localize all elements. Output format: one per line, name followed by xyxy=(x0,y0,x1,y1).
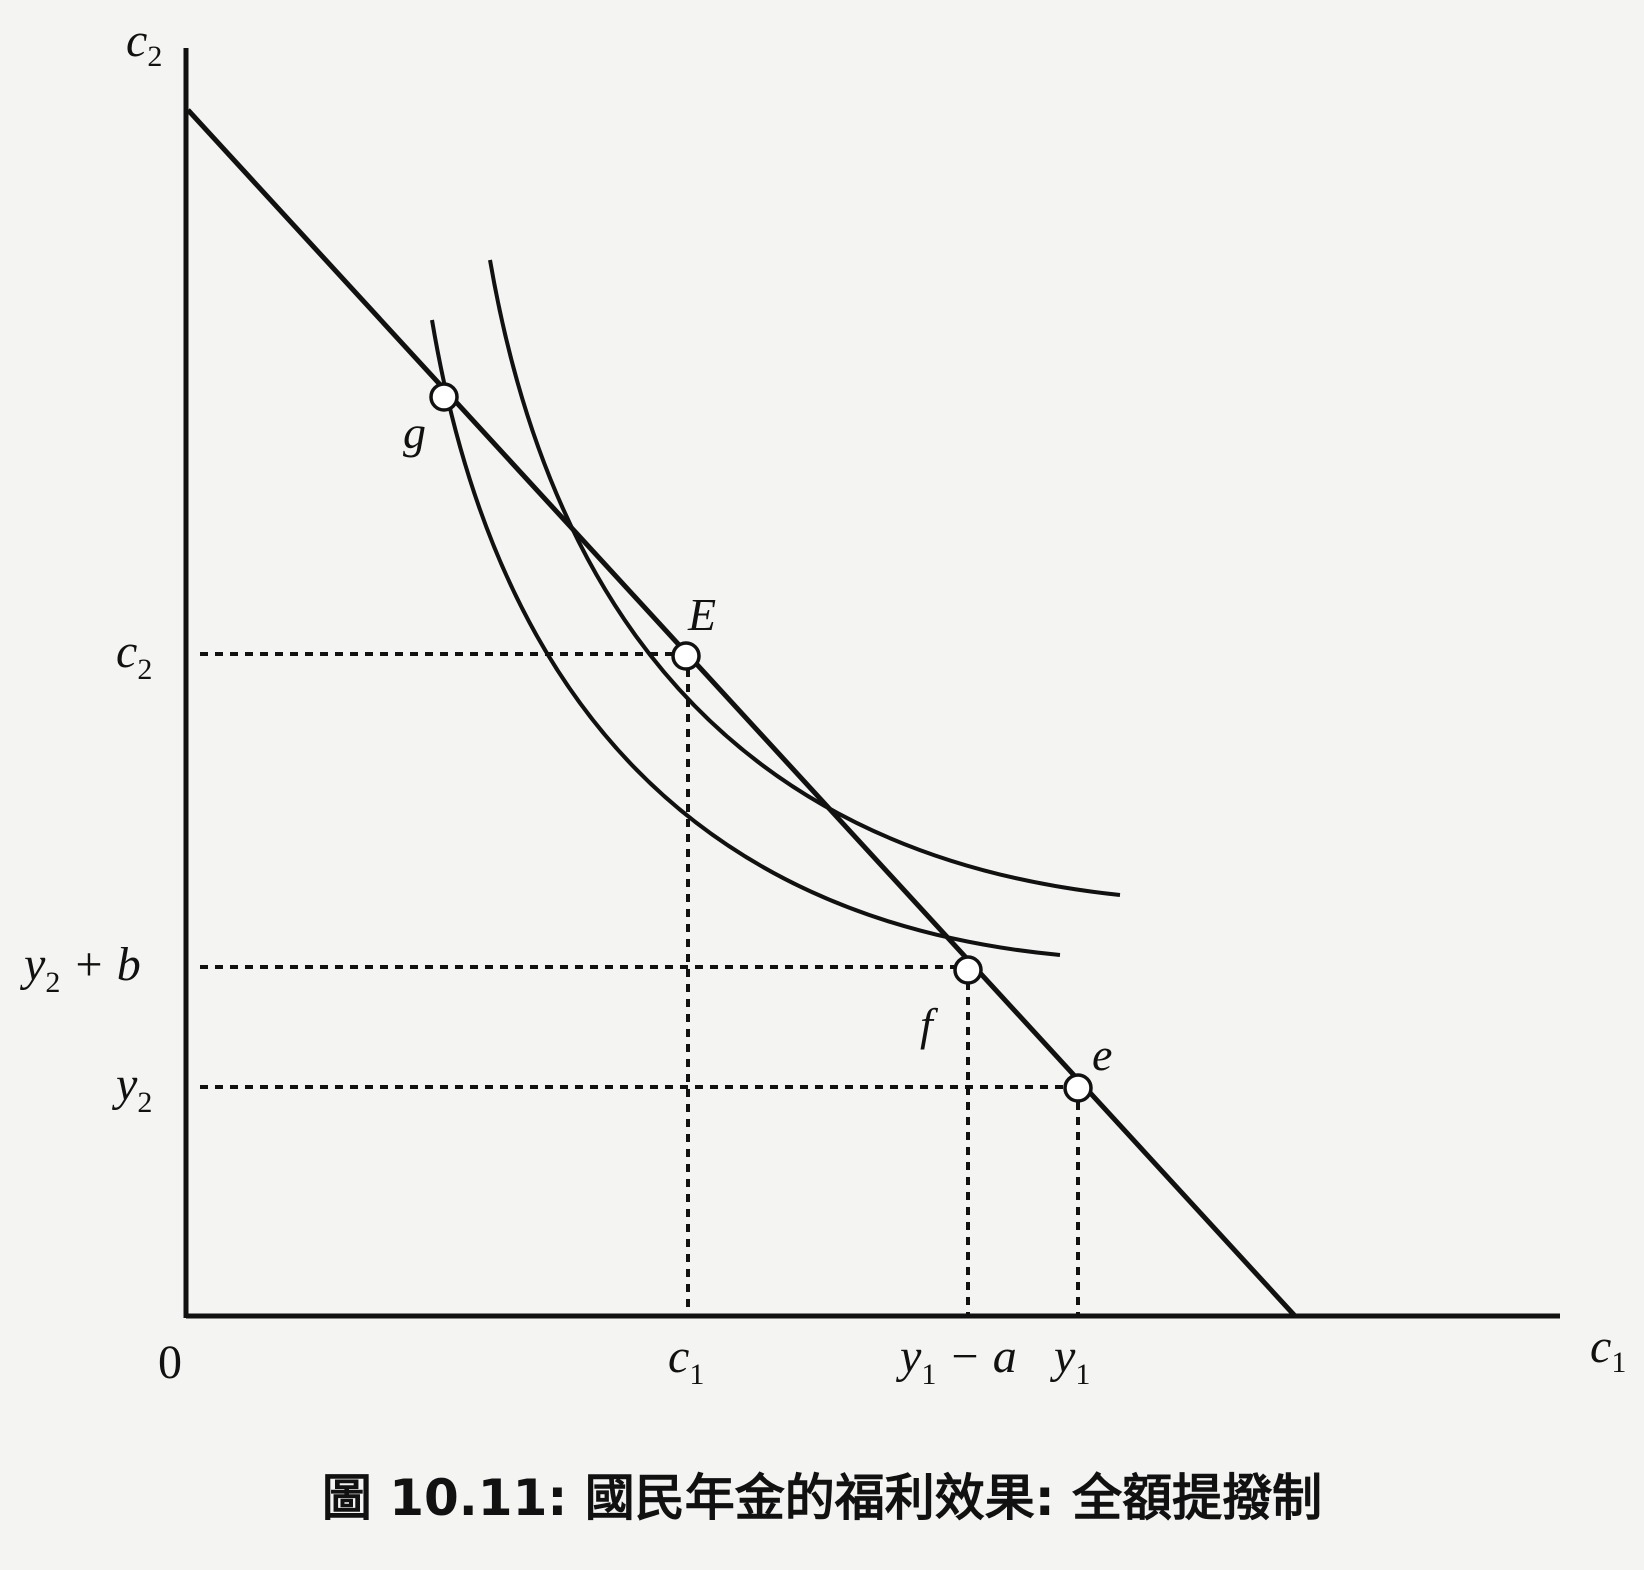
guide-lines xyxy=(200,652,1080,1316)
x-tick-y1-minus-a-base: y xyxy=(895,1330,922,1383)
point-g xyxy=(429,382,459,412)
y-tick-y2-plus-b: y2 + b xyxy=(19,938,141,999)
y-axis-label-base: c xyxy=(126,14,147,67)
y-tick-y2-plus-b-sub: 2 xyxy=(45,966,60,999)
x-axis-label-base: c xyxy=(1590,1320,1611,1373)
x-tick-y1-minus-a: y1 − a xyxy=(895,1330,1017,1391)
y-tick-y2-plus-b-base: y xyxy=(19,938,46,991)
x-tick-y1-sub: 1 xyxy=(1075,1358,1090,1391)
point-label-g: g xyxy=(403,407,426,458)
x-tick-c1-base: c xyxy=(668,1330,689,1383)
y-tick-c2-sub: 2 xyxy=(137,653,152,686)
y-tick-c2: c2 xyxy=(116,625,152,686)
x-tick-c1-sub: 1 xyxy=(689,1358,704,1391)
budget-line xyxy=(186,108,1297,1318)
point-e xyxy=(1063,1073,1093,1103)
x-tick-y1-minus-a-sub: 1 xyxy=(921,1358,936,1391)
indifference-curve-lower xyxy=(430,319,1061,957)
x-tick-y1-base: y xyxy=(1049,1330,1076,1383)
y-tick-c2-base: c xyxy=(116,625,137,678)
x-tick-c1: c1 xyxy=(668,1330,704,1391)
origin-label: 0 xyxy=(158,1336,182,1389)
chart-area xyxy=(183,48,1560,1319)
point-E xyxy=(671,641,701,671)
indifference-curve-upper xyxy=(488,259,1121,897)
point-label-E: E xyxy=(687,589,716,640)
point-f xyxy=(953,955,983,985)
y-axis-label: c2 xyxy=(126,14,162,73)
points xyxy=(429,382,1093,1103)
x-tick-y1: y1 xyxy=(1049,1330,1090,1391)
x-axis-label: c1 xyxy=(1590,1320,1626,1379)
y-tick-y2-plus-b-rest: + b xyxy=(60,938,140,991)
y-tick-y2: y2 xyxy=(111,1058,152,1119)
x-tick-y1-minus-a-rest: − a xyxy=(936,1330,1016,1383)
y-tick-y2-base: y xyxy=(111,1058,138,1111)
y-tick-y2-sub: 2 xyxy=(137,1086,152,1119)
y-axis-label-sub: 2 xyxy=(147,40,162,73)
figure-caption: 圖 10.11: 國民年金的福利效果: 全額提撥制 xyxy=(322,1469,1322,1527)
x-axis-label-sub: 1 xyxy=(1611,1346,1626,1379)
point-label-e: e xyxy=(1092,1029,1112,1080)
point-label-f: f xyxy=(920,999,939,1050)
